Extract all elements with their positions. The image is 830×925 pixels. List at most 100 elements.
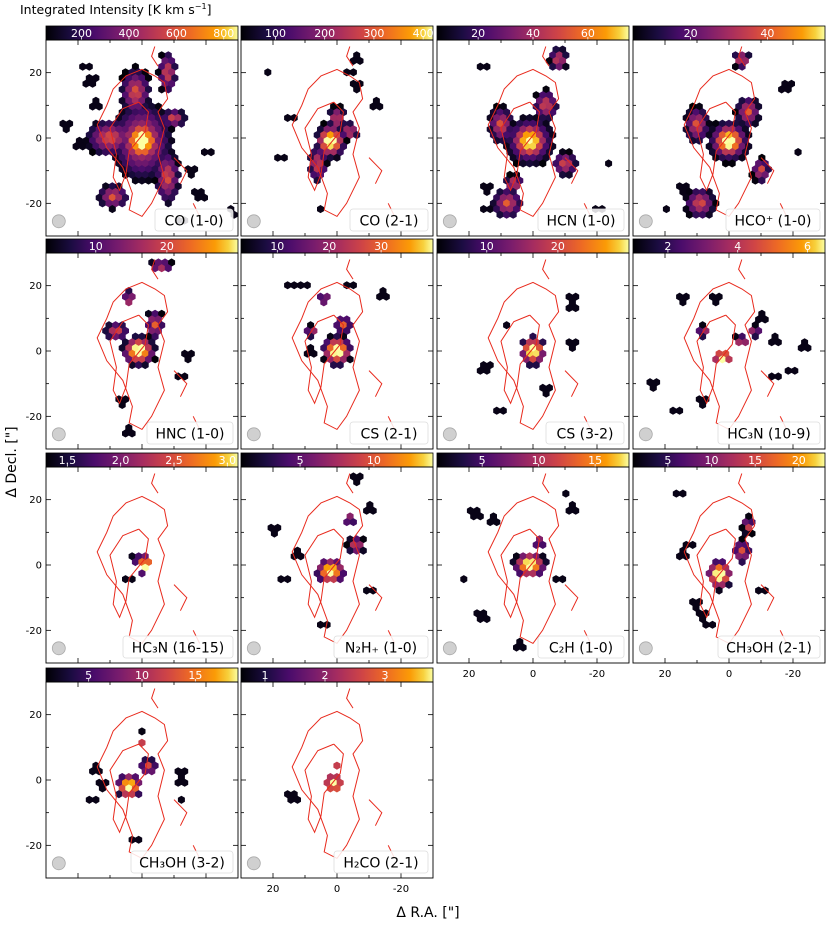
emission-pixel bbox=[148, 338, 156, 347]
emission-pixel bbox=[108, 326, 116, 335]
colorbar-tick-label: 10 bbox=[89, 240, 103, 253]
emission-pixel bbox=[145, 176, 152, 185]
emission-pixel bbox=[320, 298, 328, 307]
emission-pixel bbox=[72, 142, 80, 151]
emission-pixel bbox=[695, 205, 703, 214]
emission-pixel bbox=[333, 355, 341, 364]
emission-pixel bbox=[138, 332, 146, 341]
emission-pixel bbox=[326, 131, 334, 140]
emission-pixel bbox=[290, 113, 298, 122]
emission-pixel bbox=[774, 338, 782, 347]
label-box bbox=[537, 208, 625, 232]
emission-pixel bbox=[148, 148, 156, 157]
emission-pixel bbox=[274, 523, 282, 532]
emission-pixel bbox=[108, 193, 116, 202]
emission-pixel bbox=[174, 767, 182, 776]
emission-pixel bbox=[705, 187, 713, 196]
co-contour bbox=[96, 710, 169, 860]
emission-pixel bbox=[148, 136, 156, 145]
emission-pixel bbox=[751, 165, 759, 174]
colorbar-tick-label: 1 bbox=[262, 669, 269, 682]
emission-pixel bbox=[722, 159, 730, 168]
emission-pixel bbox=[552, 56, 560, 65]
emission-map bbox=[460, 489, 580, 652]
emission-pixel bbox=[171, 119, 179, 128]
emission-pixel bbox=[102, 136, 110, 145]
emission-pixel bbox=[513, 563, 520, 572]
co-contour bbox=[151, 259, 159, 280]
x-tick-label: 0 bbox=[726, 669, 732, 680]
emission-pixel bbox=[689, 125, 697, 134]
emission-pixel bbox=[513, 148, 520, 157]
emission-pixel bbox=[685, 199, 693, 208]
emission-pixel bbox=[702, 620, 710, 629]
emission-pixel bbox=[489, 199, 497, 208]
colorbar-title: Integrated Intensity [K km s−1] bbox=[20, 2, 211, 17]
emission-map bbox=[662, 51, 802, 219]
emission-pixel bbox=[513, 136, 520, 145]
emission-pixel bbox=[542, 153, 550, 162]
emission-pixel bbox=[135, 159, 143, 168]
emission-pixel bbox=[513, 182, 520, 191]
emission-pixel bbox=[369, 102, 377, 111]
colorbar-tick-label: 15 bbox=[588, 454, 602, 467]
emission-pixel bbox=[138, 761, 146, 770]
panel-14: 1 2 3 20 0 -20 H₂CO (2-1) bbox=[240, 667, 434, 895]
emission-pixel bbox=[476, 615, 484, 624]
emission-pixel bbox=[131, 558, 139, 567]
emission-pixel bbox=[503, 210, 511, 219]
emission-pixel bbox=[118, 119, 126, 128]
emission-pixel bbox=[138, 738, 146, 747]
y-tick-label: 20 bbox=[29, 495, 42, 506]
emission-pixel bbox=[128, 113, 136, 122]
emission-pixel bbox=[682, 205, 690, 214]
emission-pixel bbox=[336, 315, 344, 324]
emission-pixel bbox=[545, 56, 553, 65]
co-contour bbox=[683, 281, 756, 431]
emission-pixel bbox=[340, 343, 347, 352]
emission-pixel bbox=[135, 148, 143, 157]
emission-pixel bbox=[565, 292, 573, 301]
emission-pixel bbox=[353, 535, 361, 544]
emission-pixel bbox=[712, 119, 720, 128]
emission-pixel bbox=[539, 563, 547, 572]
emission-pixel bbox=[722, 575, 730, 584]
emission-pixel bbox=[552, 159, 560, 168]
molecule-label: CH₃OH (2-1) bbox=[726, 641, 812, 657]
colorbar-tick-label: 15 bbox=[748, 454, 762, 467]
emission-pixel bbox=[539, 349, 547, 358]
emission-pixel bbox=[562, 489, 570, 498]
emission-pixel bbox=[473, 506, 481, 515]
emission-pixel bbox=[722, 349, 730, 358]
emission-pixel bbox=[738, 546, 746, 555]
emission-pixel bbox=[131, 62, 139, 71]
emission-pixel bbox=[529, 153, 537, 162]
emission-pixel bbox=[493, 205, 501, 214]
co-contour bbox=[368, 799, 383, 826]
panel-4: 20 40 HCO⁺ (1-0) bbox=[632, 25, 826, 237]
emission-pixel bbox=[59, 119, 67, 128]
emission-pixel bbox=[197, 187, 205, 196]
emission-pixel bbox=[755, 159, 763, 168]
emission-pixel bbox=[174, 159, 182, 168]
emission-pixel bbox=[519, 349, 527, 358]
colorbar-tick-label: 4 bbox=[734, 240, 741, 253]
co-contour bbox=[346, 473, 354, 494]
emission-pixel bbox=[745, 108, 753, 117]
co-contour bbox=[304, 528, 344, 619]
emission-pixel bbox=[135, 113, 143, 122]
co-contour bbox=[500, 314, 540, 405]
beam-ellipse bbox=[442, 641, 457, 656]
colorbar-tick-label: 2.5 bbox=[165, 454, 183, 467]
emission-pixel bbox=[506, 193, 514, 202]
emission-pixel bbox=[755, 586, 763, 595]
emission-pixel bbox=[330, 778, 338, 787]
emission-pixel bbox=[115, 778, 123, 787]
emission-pixel bbox=[725, 119, 733, 128]
emission-pixel bbox=[476, 62, 484, 71]
emission-pixel bbox=[320, 558, 328, 567]
emission-pixel bbox=[349, 540, 357, 549]
panel-9: 1.5 2.0 2.5 3.0 20 0 -20 HC₃N (16-15) bbox=[26, 452, 239, 664]
molecule-label: CS (2-1) bbox=[361, 427, 418, 443]
